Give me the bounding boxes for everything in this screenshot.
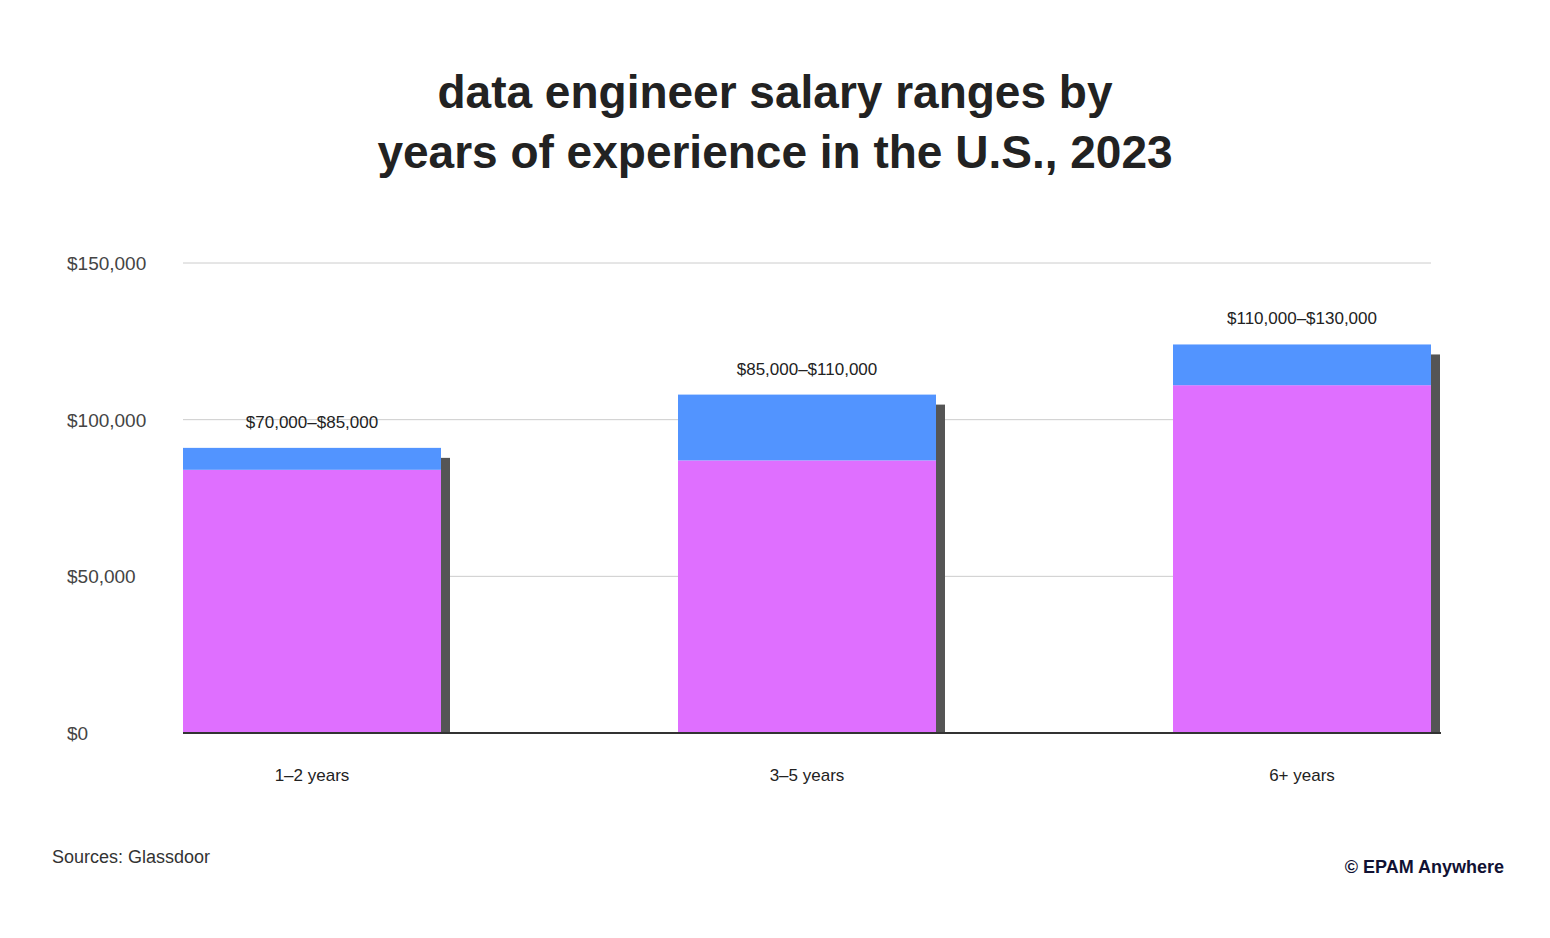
y-tick-label: $0 [67,723,88,744]
title-line: data engineer salary ranges by [438,66,1113,118]
bar-shadow [936,405,945,733]
bar [183,470,441,733]
bar [678,460,936,733]
bar-shadow [1431,354,1440,733]
source: Sources: Glassdoor [52,847,210,867]
x-axis [183,732,1441,734]
title-line: years of experience in the U.S., 2023 [377,126,1172,178]
copyright: © EPAM Anywhere [1345,857,1504,877]
bar [678,395,936,461]
y-tick-label: $50,000 [67,566,136,587]
range-label: $85,000–$110,000 [737,360,878,379]
bar-shadow [441,458,450,733]
range-label: $110,000–$130,000 [1227,309,1377,328]
grid-line [183,263,1431,264]
x-tick-label: 3–5 years [770,766,845,785]
bar [1173,344,1431,385]
range-label: $70,000–$85,000 [246,413,378,432]
title: data engineer salary ranges by years of e… [377,66,1172,178]
x-tick-label: 1–2 years [275,766,350,785]
y-tick-label: $100,000 [67,410,146,431]
bar [183,448,441,470]
x-tick-label: 6+ years [1269,766,1335,785]
chart: data engineer salary ranges by years of e… [0,0,1550,938]
y-tick-label: $150,000 [67,253,146,274]
bar [1173,385,1431,733]
bars [183,344,1440,733]
